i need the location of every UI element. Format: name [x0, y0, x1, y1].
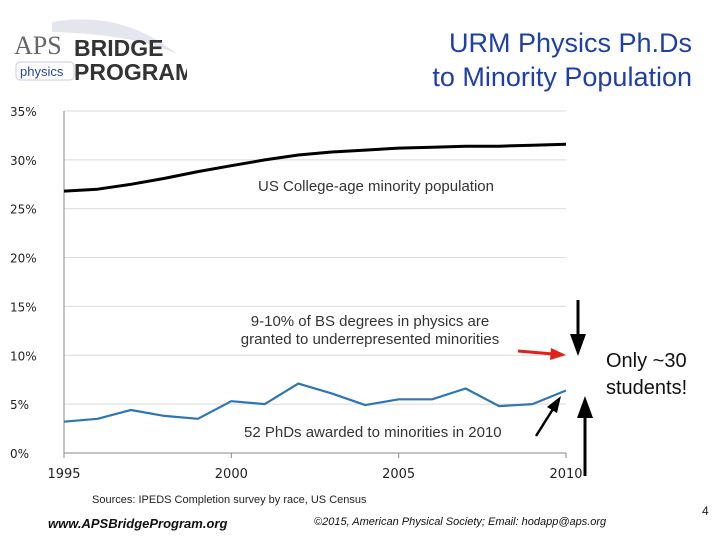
x-tick-label: 2010 [549, 467, 582, 482]
x-axis-ticks: 1995 2000 2005 2010 [47, 453, 583, 482]
callout-text-line-2: students! [606, 377, 687, 399]
slide-title: URM Physics Ph.Ds to Minority Population [432, 26, 692, 94]
slide-title-line-2: to Minority Population [432, 62, 692, 92]
bs-degrees-annotation-line-2: granted to underrepresented minorities [241, 331, 500, 348]
logo-physics-box [15, 61, 75, 81]
slide-title-line-1: URM Physics Ph.Ds [448, 28, 692, 58]
callout-text-line-1: Only ~30 [606, 350, 687, 372]
red-arrow-shaft [517, 349, 554, 356]
y-tick-label: 10% [10, 349, 37, 363]
x-tick-label: 1995 [47, 467, 80, 482]
logo-program-text: PROGRAM [74, 59, 187, 85]
logo-bridge-text: BRIDGE [74, 35, 163, 61]
y-tick-label: 25% [10, 203, 37, 217]
y-tick-label: 20% [10, 252, 37, 266]
phd-series-label: 52 PhDs awarded to minorities in 2010 [244, 424, 502, 441]
y-tick-label: 5% [10, 398, 29, 412]
x-tick-label: 2005 [382, 467, 415, 482]
phd-series-line [63, 382, 567, 423]
chart-grid [64, 110, 566, 405]
y-tick-label: 30% [10, 154, 37, 168]
footer-url: www.APSBridgeProgram.org [48, 516, 228, 531]
aps-bridge-logo: APS BRIDGE physics PROGRAM [14, 19, 187, 85]
logo-swoosh [52, 19, 177, 54]
logo-aps-text: APS [14, 31, 62, 60]
y-tick-label: 35% [10, 105, 37, 119]
footer-copyright: ©2015, American Physical Society; Email:… [314, 516, 607, 528]
callout-arrow-down-head [577, 396, 593, 418]
y-tick-label: 15% [10, 300, 37, 314]
sources-note: Sources: IPEDS Completion survey by race… [92, 494, 367, 506]
population-series-line [63, 142, 567, 193]
phd-pointer-arrow-shaft [534, 408, 555, 437]
y-tick-label: 0% [10, 447, 29, 461]
logo-physics-text: physics [20, 64, 64, 79]
callout-arrow-up-head [570, 334, 586, 356]
page-number: 4 [702, 504, 709, 518]
population-series-label: US College-age minority population [258, 178, 494, 195]
bs-degrees-annotation-line-1: 9-10% of BS degrees in physics are [251, 313, 489, 330]
x-tick-label: 2000 [215, 467, 248, 482]
phd-pointer-arrow-head [547, 396, 561, 413]
y-axis-ticks: 0% 5% 10% 15% 20% 25% 30% 35% [10, 105, 37, 461]
red-arrow-head [550, 348, 566, 360]
chart-series [63, 142, 567, 423]
